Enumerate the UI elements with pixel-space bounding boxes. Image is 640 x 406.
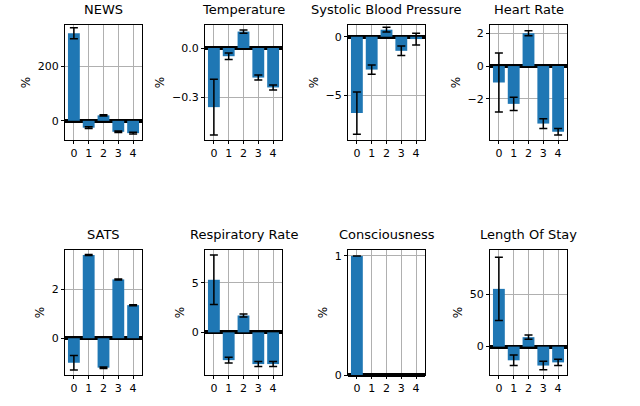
svg-text:%: % bbox=[451, 307, 465, 318]
svg-text:0: 0 bbox=[335, 31, 342, 44]
svg-text:4: 4 bbox=[270, 382, 277, 395]
svg-text:4: 4 bbox=[413, 382, 420, 395]
svg-text:3: 3 bbox=[540, 382, 547, 395]
svg-text:2: 2 bbox=[477, 27, 484, 40]
svg-text:2: 2 bbox=[240, 382, 247, 395]
svg-text:1: 1 bbox=[368, 147, 375, 160]
svg-text:%: % bbox=[449, 77, 463, 88]
svg-text:3: 3 bbox=[540, 147, 547, 160]
svg-text:%: % bbox=[19, 77, 33, 88]
svg-text:200: 200 bbox=[38, 60, 59, 73]
svg-text:1: 1 bbox=[225, 382, 232, 395]
svg-text:0: 0 bbox=[495, 147, 502, 160]
svg-text:0.0: 0.0 bbox=[181, 42, 199, 55]
svg-text:%: % bbox=[316, 307, 330, 318]
svg-text:%: % bbox=[153, 77, 167, 88]
svg-text:3: 3 bbox=[398, 147, 405, 160]
svg-text:50: 50 bbox=[470, 288, 484, 301]
svg-text:Respiratory Rate: Respiratory Rate bbox=[190, 227, 298, 242]
svg-text:2: 2 bbox=[525, 382, 532, 395]
svg-text:−2: −2 bbox=[468, 93, 484, 106]
svg-text:%: % bbox=[33, 307, 47, 318]
svg-text:0: 0 bbox=[70, 382, 77, 395]
svg-text:0: 0 bbox=[477, 60, 484, 73]
svg-text:4: 4 bbox=[555, 147, 562, 160]
svg-text:Length Of Stay: Length Of Stay bbox=[480, 227, 577, 242]
svg-text:2: 2 bbox=[240, 147, 247, 160]
svg-text:4: 4 bbox=[130, 382, 137, 395]
svg-text:2: 2 bbox=[383, 147, 390, 160]
svg-text:NEWS: NEWS bbox=[84, 2, 123, 17]
svg-text:0: 0 bbox=[477, 340, 484, 353]
svg-text:0: 0 bbox=[52, 115, 59, 128]
svg-text:3: 3 bbox=[255, 382, 262, 395]
svg-text:0: 0 bbox=[353, 147, 360, 160]
svg-text:2: 2 bbox=[100, 147, 107, 160]
svg-text:Systolic Blood Pressure: Systolic Blood Pressure bbox=[311, 2, 462, 17]
svg-text:%: % bbox=[307, 77, 321, 88]
svg-text:1: 1 bbox=[510, 147, 517, 160]
svg-text:%: % bbox=[173, 307, 187, 318]
svg-text:4: 4 bbox=[130, 147, 137, 160]
svg-text:1: 1 bbox=[368, 382, 375, 395]
svg-text:3: 3 bbox=[255, 147, 262, 160]
svg-text:−0.3: −0.3 bbox=[172, 91, 199, 104]
svg-text:3: 3 bbox=[115, 382, 122, 395]
svg-text:Heart Rate: Heart Rate bbox=[494, 2, 564, 17]
svg-text:0: 0 bbox=[192, 326, 199, 339]
svg-text:3: 3 bbox=[398, 382, 405, 395]
svg-text:2: 2 bbox=[100, 382, 107, 395]
svg-text:1: 1 bbox=[85, 147, 92, 160]
svg-text:0: 0 bbox=[70, 147, 77, 160]
svg-text:−5: −5 bbox=[326, 89, 342, 102]
svg-text:2: 2 bbox=[525, 147, 532, 160]
svg-text:0: 0 bbox=[353, 382, 360, 395]
svg-text:1: 1 bbox=[335, 250, 342, 263]
svg-text:Consciousness: Consciousness bbox=[339, 227, 435, 242]
svg-text:1: 1 bbox=[85, 382, 92, 395]
svg-text:5: 5 bbox=[192, 277, 199, 290]
svg-text:4: 4 bbox=[270, 147, 277, 160]
svg-text:0: 0 bbox=[52, 332, 59, 345]
svg-text:4: 4 bbox=[555, 382, 562, 395]
svg-text:0: 0 bbox=[210, 147, 217, 160]
svg-text:0: 0 bbox=[335, 369, 342, 382]
svg-text:1: 1 bbox=[510, 382, 517, 395]
svg-text:0: 0 bbox=[495, 382, 502, 395]
svg-text:3: 3 bbox=[115, 147, 122, 160]
svg-text:0: 0 bbox=[210, 382, 217, 395]
svg-text:2: 2 bbox=[52, 283, 59, 296]
svg-text:Temperature: Temperature bbox=[202, 2, 285, 17]
svg-text:4: 4 bbox=[413, 147, 420, 160]
svg-text:SATS: SATS bbox=[87, 227, 120, 242]
svg-text:1: 1 bbox=[225, 147, 232, 160]
svg-text:2: 2 bbox=[383, 382, 390, 395]
